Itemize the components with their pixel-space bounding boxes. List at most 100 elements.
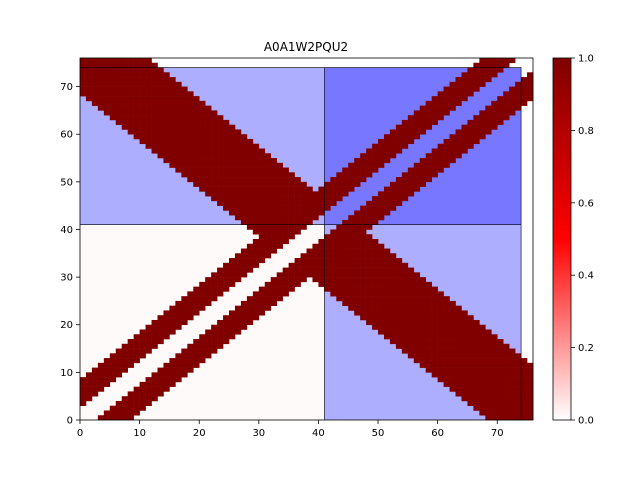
- heatmap-cell: [193, 177, 200, 183]
- heatmap-cell: [169, 81, 176, 87]
- heatmap-cell: [509, 372, 516, 378]
- heatmap-cell: [360, 315, 367, 321]
- heatmap-cell: [151, 138, 158, 145]
- colorbar-tick-label: 0.8: [578, 126, 594, 137]
- heatmap-cell: [85, 381, 93, 387]
- heatmap-cell: [199, 348, 206, 354]
- heatmap-cell: [217, 343, 224, 349]
- heatmap-cell: [139, 96, 146, 102]
- heatmap-cell: [491, 110, 498, 116]
- heatmap-cell: [276, 234, 283, 240]
- heatmap-cell: [115, 362, 123, 368]
- heatmap-cell: [419, 115, 427, 121]
- heatmap-cell: [401, 305, 409, 311]
- heatmap-cell: [80, 396, 87, 402]
- heatmap-cell: [527, 81, 534, 87]
- heatmap-cell: [342, 300, 349, 306]
- heatmap-cell: [348, 262, 355, 268]
- heatmap-cell: [217, 286, 224, 292]
- heatmap-cell: [431, 358, 438, 364]
- heatmap-cell: [455, 77, 462, 83]
- heatmap-cell: [491, 105, 498, 111]
- heatmap-cell: [485, 343, 492, 349]
- heatmap-cell: [193, 348, 200, 354]
- heatmap-cell: [252, 177, 260, 183]
- heatmap-cell: [294, 219, 301, 226]
- heatmap-cell: [127, 348, 134, 354]
- heatmap-cell: [288, 186, 295, 192]
- heatmap-cell: [479, 410, 486, 416]
- heatmap-cell: [175, 119, 182, 125]
- y-tick-label: 40: [60, 225, 73, 236]
- heatmap-cell: [258, 191, 266, 197]
- heatmap-cell: [223, 129, 230, 135]
- heatmap-cell: [151, 319, 158, 326]
- heatmap-cell: [270, 234, 277, 240]
- heatmap-cell: [199, 138, 206, 145]
- heatmap-cell: [193, 115, 200, 121]
- heatmap-cell: [288, 262, 295, 268]
- heatmap-cell: [276, 167, 283, 173]
- heatmap-cell: [467, 143, 474, 149]
- heatmap-cell: [503, 372, 510, 378]
- heatmap-cell: [276, 210, 283, 216]
- heatmap-cell: [383, 277, 391, 283]
- y-tick-label: 50: [60, 177, 73, 188]
- heatmap-cell: [246, 253, 254, 259]
- heatmap-cell: [115, 410, 123, 416]
- heatmap-cell: [515, 358, 522, 364]
- heatmap-cell: [163, 129, 170, 135]
- heatmap-cell: [378, 148, 385, 154]
- heatmap-cell: [497, 367, 504, 373]
- heatmap-cell: [485, 58, 492, 64]
- heatmap-cell: [127, 91, 134, 97]
- heatmap-cell: [366, 315, 373, 321]
- y-tick-label: 20: [60, 320, 73, 331]
- heatmap-cell: [205, 334, 212, 340]
- heatmap-cell: [252, 215, 260, 221]
- heatmap-cell: [181, 86, 188, 92]
- heatmap-cell: [366, 286, 373, 292]
- heatmap-cell: [217, 329, 224, 335]
- heatmap-cell: [330, 286, 337, 292]
- heatmap-cell: [342, 248, 349, 254]
- heatmap-cell: [80, 400, 87, 407]
- heatmap-cell: [485, 348, 492, 354]
- heatmap-cell: [240, 158, 248, 164]
- heatmap-cell: [211, 277, 218, 283]
- heatmap-cell: [485, 105, 492, 111]
- heatmap-cell: [497, 96, 504, 102]
- heatmap-cell: [389, 286, 397, 292]
- heatmap-cell: [389, 319, 397, 326]
- heatmap-cell: [437, 305, 444, 311]
- heatmap-cell: [103, 91, 111, 97]
- heatmap-cell: [342, 253, 349, 259]
- heatmap-cell: [354, 281, 361, 287]
- heatmap-cell: [419, 296, 427, 302]
- heatmap-cell: [360, 272, 367, 278]
- heatmap-cell: [455, 324, 462, 330]
- heatmap-cell: [258, 148, 266, 154]
- heatmap-cell: [234, 200, 242, 206]
- heatmap-cell: [246, 186, 254, 192]
- heatmap-cell: [169, 329, 176, 335]
- heatmap-cell: [205, 300, 212, 306]
- heatmap-cell: [127, 343, 134, 349]
- heatmap-cell: [169, 124, 176, 130]
- heatmap-cell: [264, 215, 272, 221]
- heatmap-cell: [115, 91, 123, 97]
- heatmap-cell: [407, 277, 415, 283]
- heatmap-cell: [258, 248, 266, 254]
- heatmap-cell: [163, 115, 170, 121]
- heatmap-cell: [467, 319, 474, 326]
- heatmap-cell: [360, 153, 367, 159]
- heatmap-cell: [389, 181, 397, 187]
- heatmap-cell: [252, 205, 260, 211]
- heatmap-cell: [103, 96, 111, 102]
- heatmap-cell: [258, 219, 266, 226]
- heatmap-cell: [485, 415, 492, 421]
- heatmap-cell: [425, 291, 432, 297]
- heatmap-cell: [127, 119, 134, 125]
- heatmap-cell: [521, 415, 528, 421]
- heatmap-cell: [240, 319, 248, 326]
